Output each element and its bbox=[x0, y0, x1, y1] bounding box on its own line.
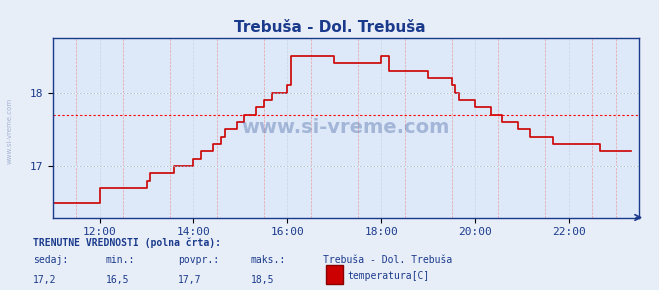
Text: 16,5: 16,5 bbox=[105, 276, 129, 285]
Text: temperatura[C]: temperatura[C] bbox=[347, 271, 430, 281]
Text: Trebuša - Dol. Trebuša: Trebuša - Dol. Trebuša bbox=[234, 20, 425, 35]
Text: maks.:: maks.: bbox=[250, 255, 285, 265]
Text: povpr.:: povpr.: bbox=[178, 255, 219, 265]
Text: www.si-vreme.com: www.si-vreme.com bbox=[7, 97, 13, 164]
Text: sedaj:: sedaj: bbox=[33, 255, 68, 265]
Text: min.:: min.: bbox=[105, 255, 135, 265]
Text: TRENUTNE VREDNOSTI (polna črta):: TRENUTNE VREDNOSTI (polna črta): bbox=[33, 238, 221, 248]
Text: www.si-vreme.com: www.si-vreme.com bbox=[242, 118, 450, 137]
Text: 18,5: 18,5 bbox=[250, 276, 274, 285]
Text: 17,7: 17,7 bbox=[178, 276, 202, 285]
Text: Trebuša - Dol. Trebuša: Trebuša - Dol. Trebuša bbox=[323, 255, 452, 265]
Text: 17,2: 17,2 bbox=[33, 276, 57, 285]
